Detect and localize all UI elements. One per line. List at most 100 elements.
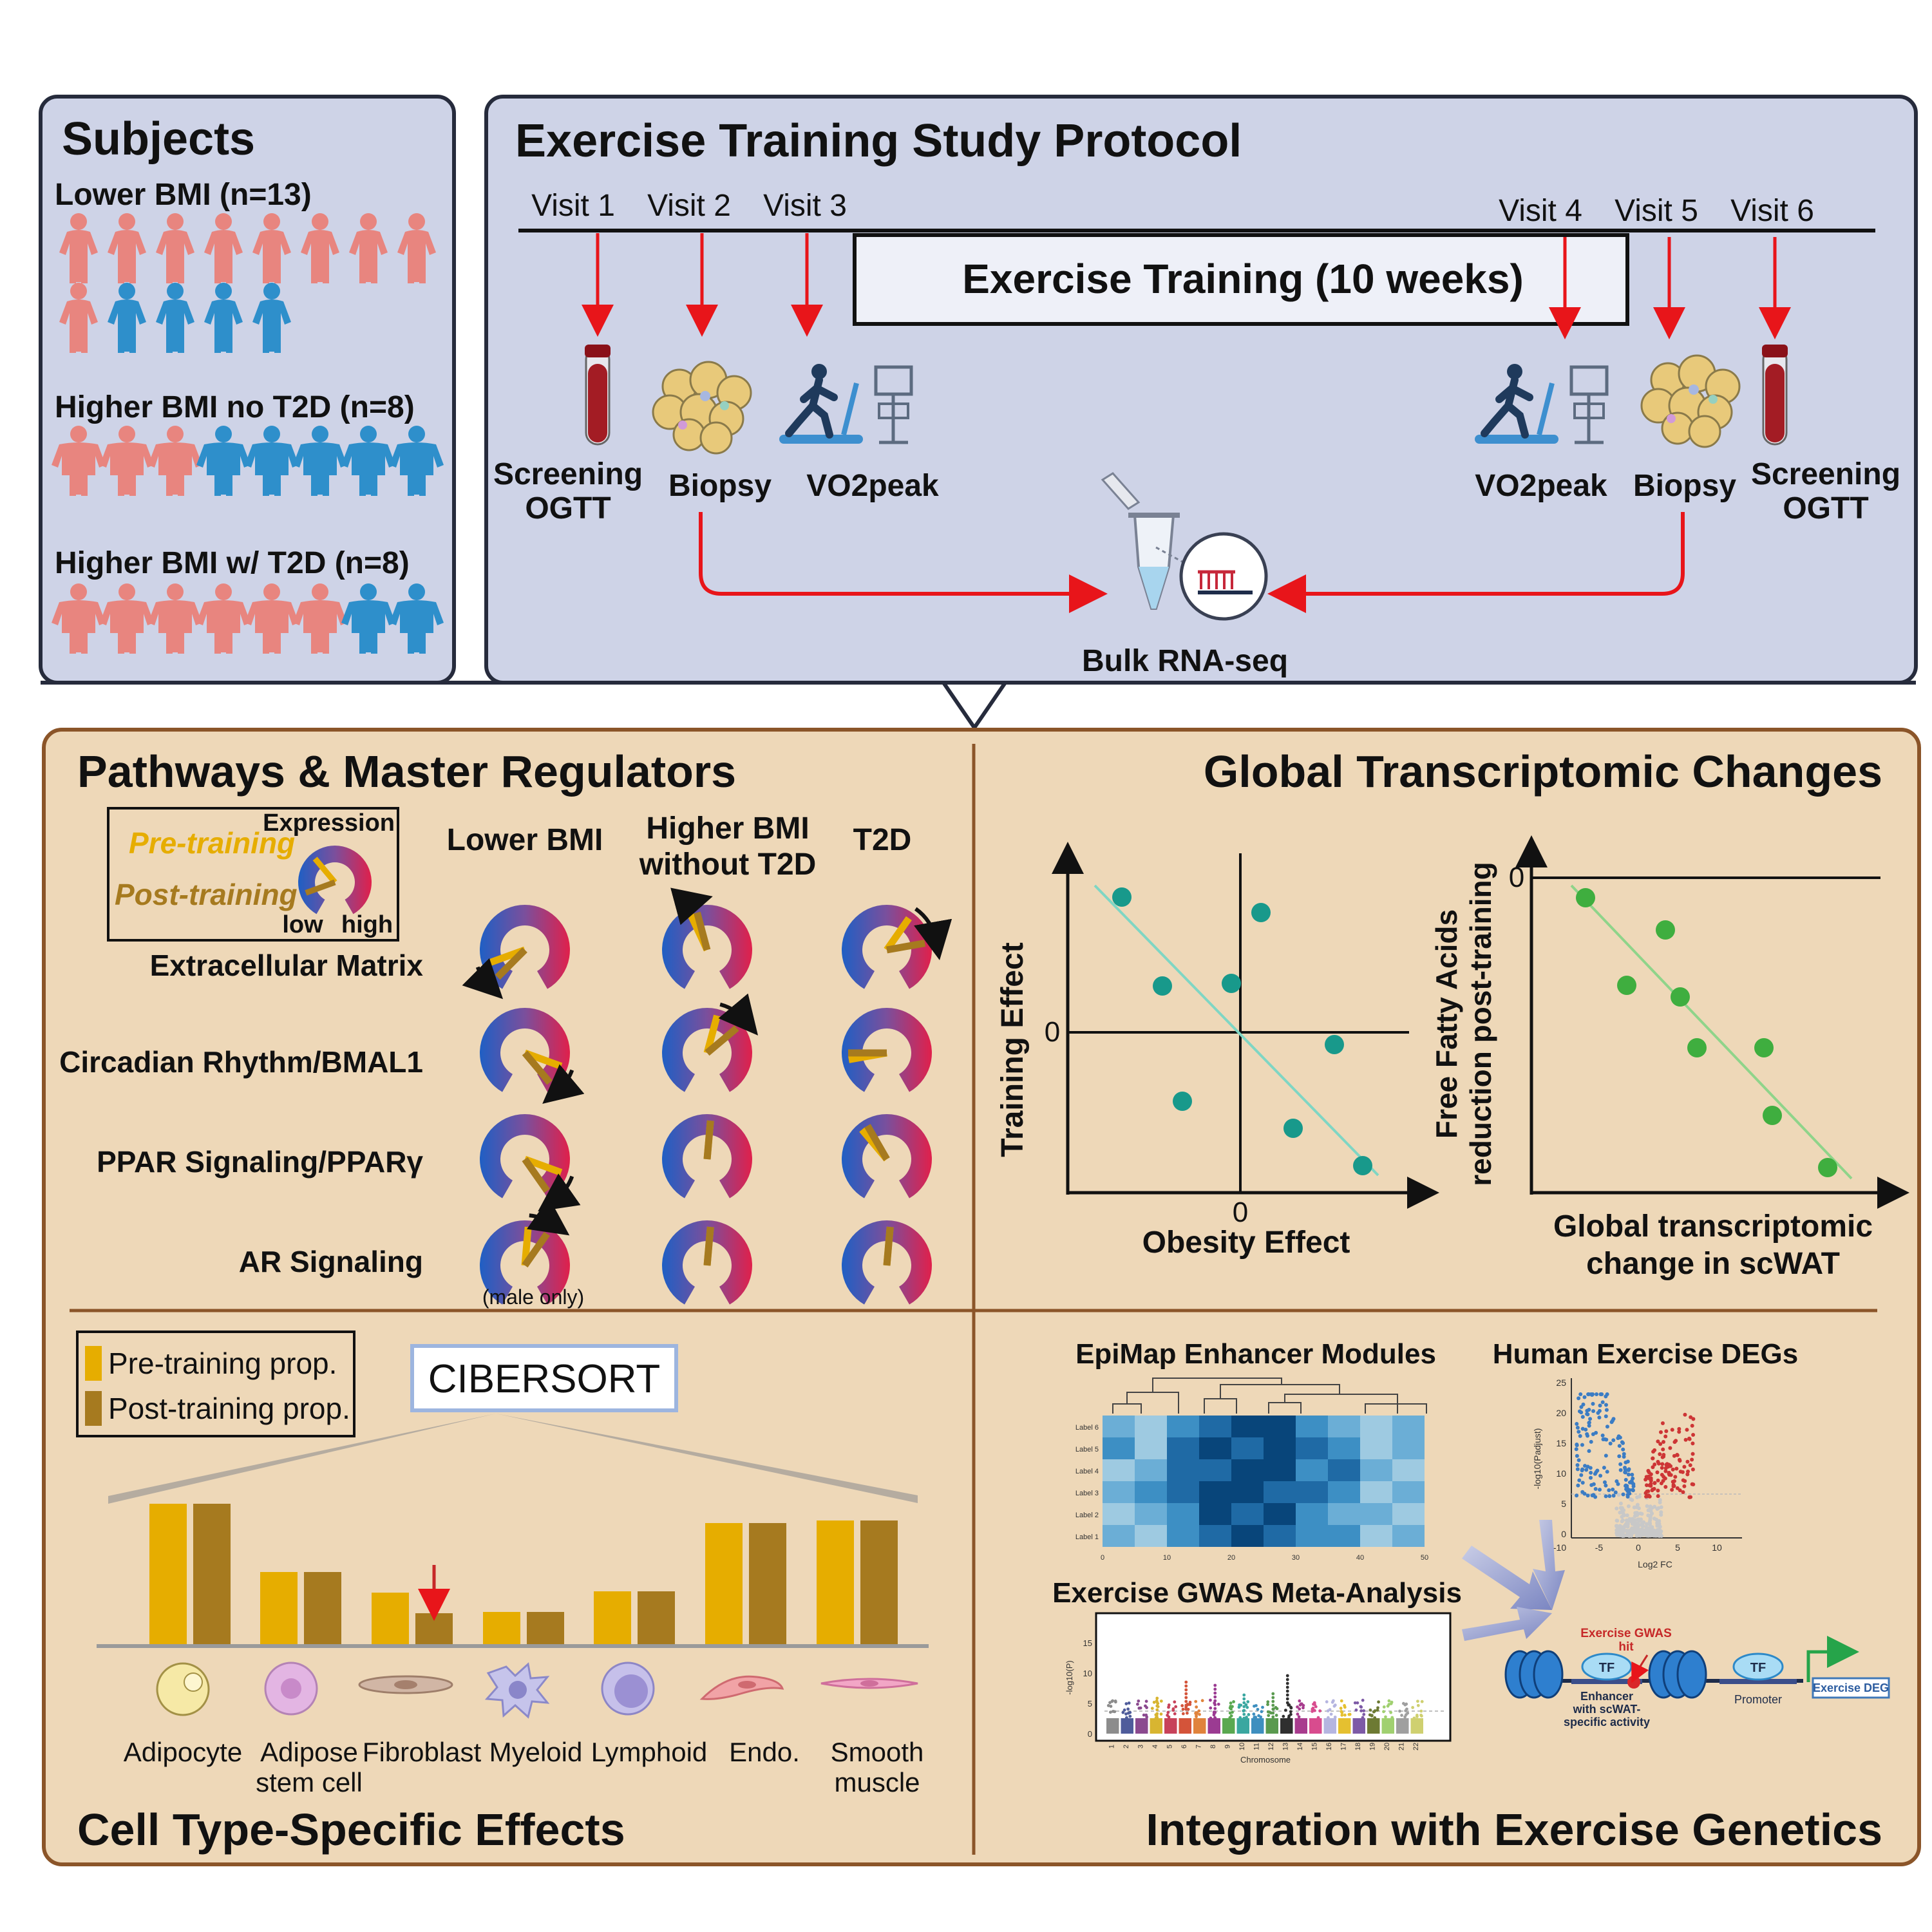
right-plot-xlabel-1: Global transcriptomic [1553, 1209, 1873, 1244]
gwas-point [1166, 1710, 1170, 1714]
chromosome-tick: 19 [1368, 1743, 1376, 1750]
volcano-point [1675, 1453, 1680, 1457]
group-label-lower-bmi: Lower BMI (n=13) [55, 178, 312, 212]
gwas-point [1420, 1700, 1424, 1703]
ffa-vs-transcriptomic-plot: 0 Free Fatty Acids reduction post-traini… [1430, 835, 1909, 1281]
gwas-point [1209, 1716, 1213, 1720]
volcano-point [1637, 1530, 1642, 1534]
gwas-point [1403, 1703, 1407, 1707]
row-ppar-signaling: PPAR Signaling/PPARγ [97, 1145, 423, 1179]
volcano-point [1615, 1528, 1619, 1533]
gwas-point [1144, 1700, 1148, 1703]
volcano-point [1598, 1473, 1603, 1478]
transcription-start-arrow [1806, 1636, 1859, 1682]
volcano-point [1649, 1478, 1653, 1482]
volcano-point [1604, 1408, 1609, 1412]
gwas-point [1340, 1699, 1343, 1703]
gwas-point [1184, 1707, 1188, 1711]
gwas-point [1155, 1716, 1159, 1719]
heatmap-cell [1392, 1459, 1425, 1481]
gwas-point [1228, 1716, 1232, 1719]
gwas-point [1285, 1685, 1289, 1689]
volcano-point [1631, 1482, 1636, 1486]
manhattan-y-tick: 0 [1088, 1729, 1092, 1739]
pre-training-bar [260, 1572, 298, 1644]
gwas-point [1416, 1703, 1420, 1707]
pathway-dial [480, 1008, 585, 1104]
volcano-point [1690, 1467, 1695, 1472]
gwas-point [1343, 1713, 1347, 1717]
gwas-point [1126, 1711, 1130, 1715]
person-icon [245, 426, 299, 496]
left-plot-xlabel: Obesity Effect [1142, 1226, 1350, 1260]
gwas-point [1328, 1708, 1332, 1712]
gwas-point [1287, 1714, 1291, 1718]
volcano-point [1611, 1493, 1616, 1498]
gwas-point [1200, 1699, 1204, 1703]
heatmap-cell [1103, 1525, 1135, 1547]
pathway-dial [842, 1220, 933, 1305]
post-training-bar [860, 1520, 898, 1644]
left-screening-label: Screening [493, 457, 643, 491]
volcano-point [1690, 1441, 1695, 1446]
heatmap-cell [1103, 1481, 1135, 1503]
gwas-point [1108, 1701, 1112, 1705]
heatmap-cell [1392, 1525, 1425, 1547]
heatmap-cell [1103, 1459, 1135, 1481]
chromosome-tick: 6 [1180, 1745, 1188, 1748]
gwas-point [1181, 1707, 1185, 1711]
person-icon [108, 283, 146, 353]
heatmap-cell [1328, 1503, 1360, 1525]
pre-training-bar [594, 1591, 631, 1644]
gwas-point [1109, 1705, 1113, 1708]
gwas-point [1298, 1699, 1302, 1703]
volcano-point [1630, 1522, 1634, 1526]
adipose-biopsy-icon [652, 361, 752, 455]
volcano-point [1583, 1464, 1587, 1468]
chromosome-band [1323, 1718, 1336, 1734]
gwas-point [1271, 1703, 1275, 1707]
person-icon [156, 283, 194, 353]
volcano-point [1677, 1430, 1681, 1434]
pathway-dial [662, 993, 759, 1092]
obesity-vs-training-plot: 0 0 Training Effect Obesity Effect [996, 842, 1439, 1260]
chromosome-band [1106, 1718, 1119, 1734]
pre-training-bar [149, 1504, 187, 1644]
myeloid-icon [484, 1662, 550, 1719]
volcano-point [1579, 1473, 1584, 1477]
genetics-title: Integration with Exercise Genetics [1146, 1804, 1882, 1855]
gwas-point [1255, 1704, 1258, 1707]
volcano-point [1658, 1500, 1662, 1504]
volcano-point [1624, 1477, 1628, 1482]
volcano-point [1656, 1530, 1660, 1535]
heatmap-cell [1167, 1503, 1199, 1525]
legend-expression-label: Expression [263, 810, 395, 837]
volcano-point [1663, 1434, 1668, 1439]
gwas-point [1242, 1701, 1246, 1705]
volcano-point [1663, 1469, 1668, 1473]
gwas-point [1382, 1710, 1385, 1714]
left-plot-trend-line [1094, 884, 1379, 1177]
heatmap-cell [1392, 1437, 1425, 1459]
volcano-point [1580, 1443, 1584, 1447]
volcano-point [1650, 1526, 1654, 1530]
heatmap-row-label: Label 5 [1075, 1446, 1099, 1454]
visit-2-label: Visit 2 [647, 189, 731, 223]
gwas-point [1184, 1703, 1188, 1707]
gwas-point [1213, 1691, 1217, 1695]
gwas-point [1197, 1709, 1201, 1713]
gwas-point [1244, 1703, 1248, 1707]
volcano-point [1615, 1524, 1619, 1528]
volcano-point [1685, 1428, 1689, 1432]
legend-post-label: Post-training prop. [108, 1392, 350, 1425]
gwas-point [1340, 1713, 1344, 1717]
volcano-point [1681, 1490, 1685, 1494]
volcano-point [1618, 1468, 1623, 1472]
pathway-dial [842, 1008, 933, 1092]
cell-label-smooth-2: muscle [834, 1767, 920, 1797]
cell-legend-box [76, 1331, 355, 1437]
volcano-point [1690, 1423, 1694, 1428]
chromosome-band [1135, 1718, 1148, 1734]
volcano-point [1674, 1439, 1678, 1443]
right-screening-label: Screening [1751, 457, 1900, 491]
